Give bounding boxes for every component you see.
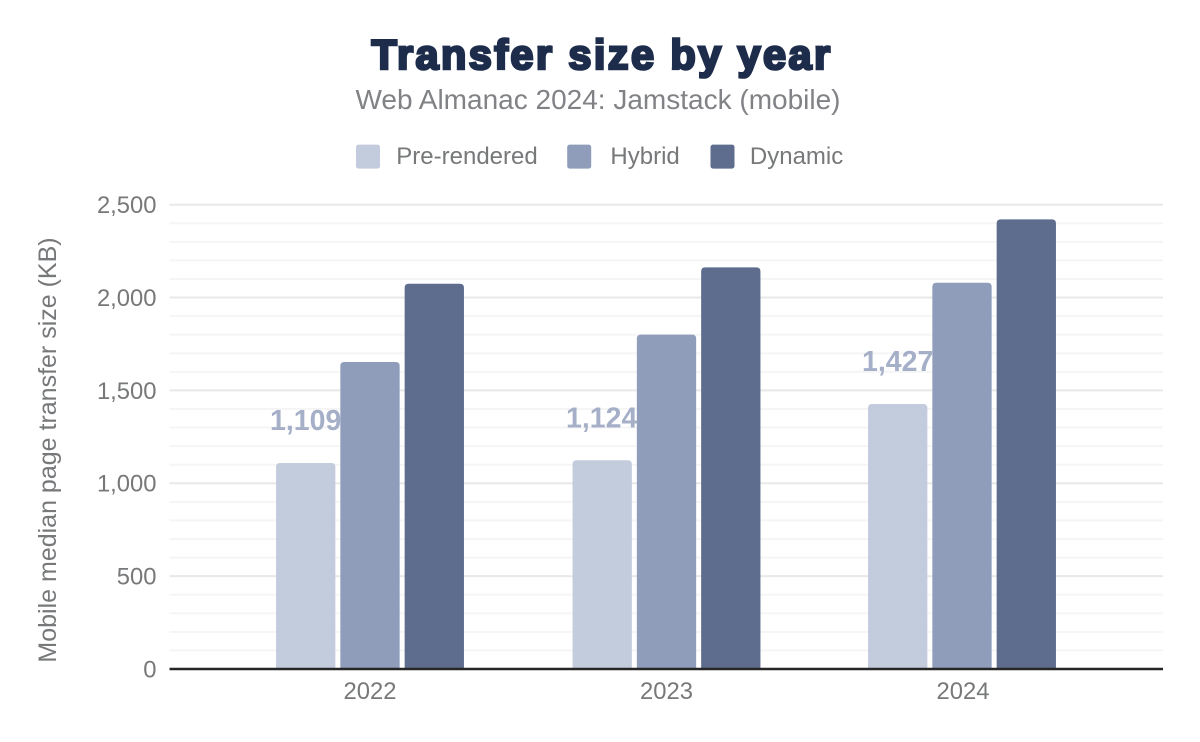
- svg-text:Web Almanac 2024: Jamstack (mo: Web Almanac 2024: Jamstack (mobile): [355, 84, 840, 115]
- svg-text:Dynamic: Dynamic: [750, 143, 843, 170]
- svg-text:2024: 2024: [937, 678, 990, 705]
- svg-text:1,109: 1,109: [270, 405, 341, 437]
- svg-text:2,500: 2,500: [97, 192, 157, 219]
- svg-text:500: 500: [117, 564, 157, 591]
- svg-text:Transfer size by year: Transfer size by year: [371, 31, 832, 78]
- svg-text:1,500: 1,500: [97, 378, 157, 405]
- svg-text:Pre-rendered: Pre-rendered: [396, 143, 537, 170]
- svg-text:Hybrid: Hybrid: [610, 143, 679, 170]
- svg-text:0: 0: [143, 656, 156, 683]
- svg-text:1,427: 1,427: [862, 346, 933, 378]
- svg-text:2022: 2022: [344, 678, 397, 705]
- svg-text:1,000: 1,000: [97, 471, 157, 498]
- svg-text:1,124: 1,124: [566, 402, 637, 434]
- svg-text:2,000: 2,000: [97, 285, 157, 312]
- svg-text:Mobile median page transfer si: Mobile median page transfer size (KB): [34, 237, 62, 662]
- svg-text:2023: 2023: [640, 678, 693, 705]
